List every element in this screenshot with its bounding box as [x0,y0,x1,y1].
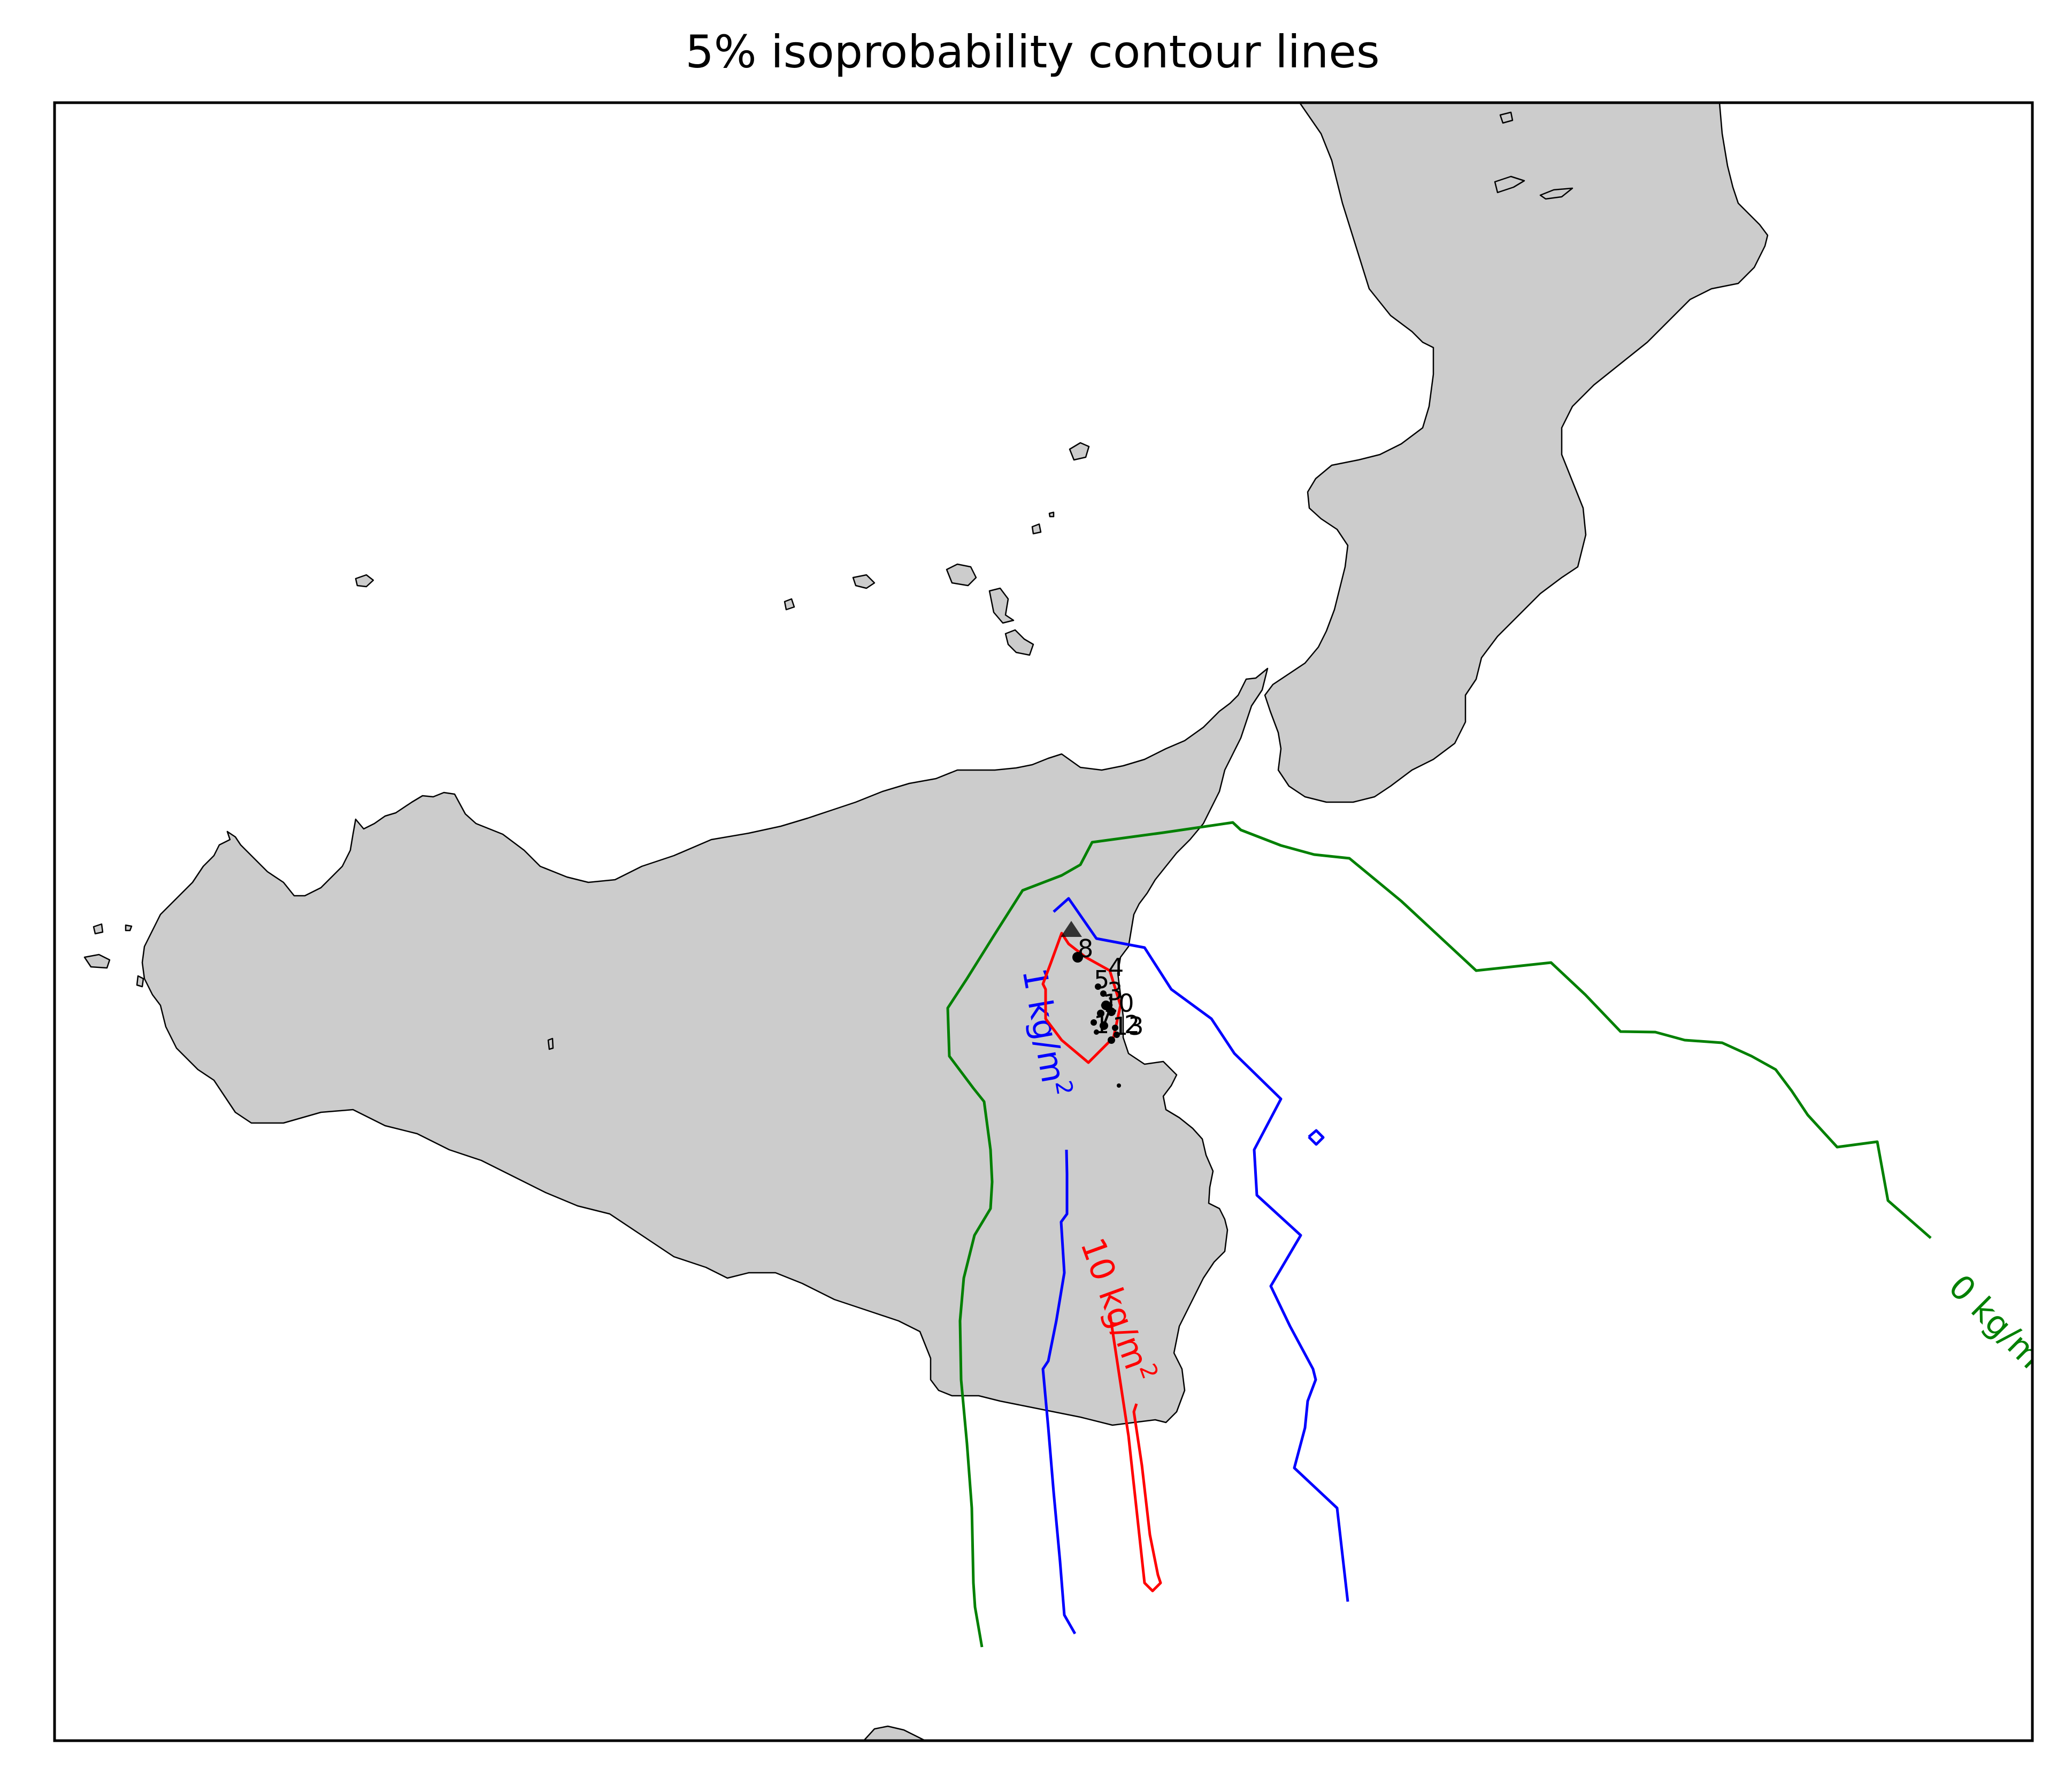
vent-label: 1 [1094,1010,1109,1039]
vent-label: 5 [1094,965,1109,994]
vent-label: 13 [1112,1012,1144,1041]
vent-label: 7 [1099,999,1115,1028]
calabria-landmass [1264,103,1769,803]
vent-markers: 8 4 5 3 10 7 1 13 2 [1061,921,1144,1088]
vent-label: 3 [1107,977,1123,1006]
contour-label-0: 0 kg/m [1941,1267,2050,1376]
volcano-triangle-icon [1061,921,1082,937]
map-frame [53,101,2034,1742]
sicily-landmass [141,667,1269,1426]
vent-label: 2 [1124,1010,1140,1039]
small-islands [83,111,1573,1741]
vent-label: 8 [1078,934,1093,963]
map-title: 5% isoprobability contour lines [685,26,1380,78]
map-area: 0 kg/m 1 kg/m2 10 kg/m2 [83,103,2050,1741]
vent-label: 4 [1108,953,1124,982]
vent-label: 10 [1103,989,1134,1018]
